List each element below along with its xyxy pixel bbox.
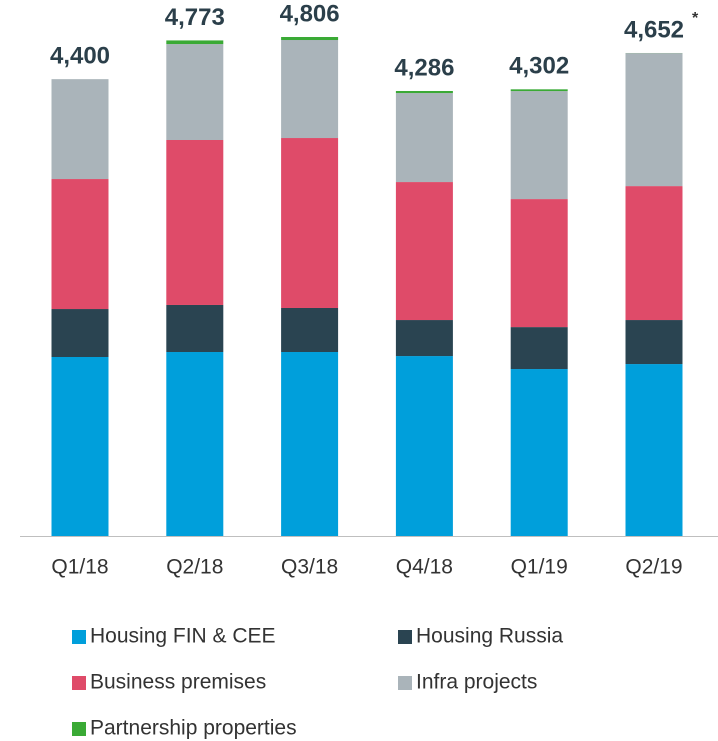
legend-label: Partnership properties xyxy=(90,717,297,740)
bar-segment xyxy=(281,37,339,41)
legend-label: Housing FIN & CEE xyxy=(90,625,276,648)
legend-label: Business premises xyxy=(90,671,266,694)
x-tick-label: Q1/19 xyxy=(511,556,568,579)
legend-label: Housing Russia xyxy=(416,625,563,648)
bar-segment xyxy=(510,369,568,536)
total-label: 4,302 xyxy=(509,53,569,80)
x-tick-label: Q2/18 xyxy=(166,556,223,579)
bar-segment xyxy=(510,89,568,92)
total-label: 4,652 xyxy=(624,16,684,43)
bar-segment xyxy=(625,364,683,536)
bar-segment xyxy=(166,139,224,305)
bar-segment xyxy=(281,307,339,353)
legend-label: Infra projects xyxy=(416,671,537,694)
legend-swatch xyxy=(72,676,86,690)
bar-segment xyxy=(281,138,339,308)
annotation: * xyxy=(692,10,699,27)
bar-segment xyxy=(395,90,453,94)
x-tick-label: Q2/19 xyxy=(625,556,682,579)
legend-swatch xyxy=(72,630,86,644)
bar-segment xyxy=(395,356,453,536)
x-tick-label: Q4/18 xyxy=(396,556,453,579)
bar-segment xyxy=(510,199,568,328)
legend-swatch xyxy=(72,722,86,736)
total-label: 4,806 xyxy=(280,0,340,27)
bar-segment xyxy=(51,356,109,536)
bar-segment xyxy=(281,40,339,139)
bar-segment xyxy=(625,186,683,321)
bar-segment xyxy=(51,179,109,310)
bar-segment xyxy=(395,320,453,357)
x-tick-label: Q1/18 xyxy=(51,556,108,579)
total-label: 4,286 xyxy=(394,54,454,81)
bar-segment xyxy=(281,352,339,536)
bar-segment xyxy=(166,44,224,140)
bar-segment xyxy=(395,182,453,321)
bar-segment xyxy=(510,327,568,370)
bar-segment xyxy=(51,79,109,180)
total-label: 4,773 xyxy=(165,4,225,31)
legend-swatch xyxy=(398,630,412,644)
bar-segment xyxy=(51,309,109,357)
total-label: 4,400 xyxy=(50,42,110,69)
bar-segment xyxy=(166,352,224,536)
bar-segment xyxy=(166,40,224,45)
bar-segment xyxy=(625,53,683,187)
bar-segment xyxy=(166,304,224,353)
bar-segment xyxy=(510,91,568,200)
bar-segment xyxy=(395,93,453,183)
legend-swatch xyxy=(398,676,412,690)
bar-segment xyxy=(625,320,683,365)
x-tick-label: Q3/18 xyxy=(281,556,338,579)
